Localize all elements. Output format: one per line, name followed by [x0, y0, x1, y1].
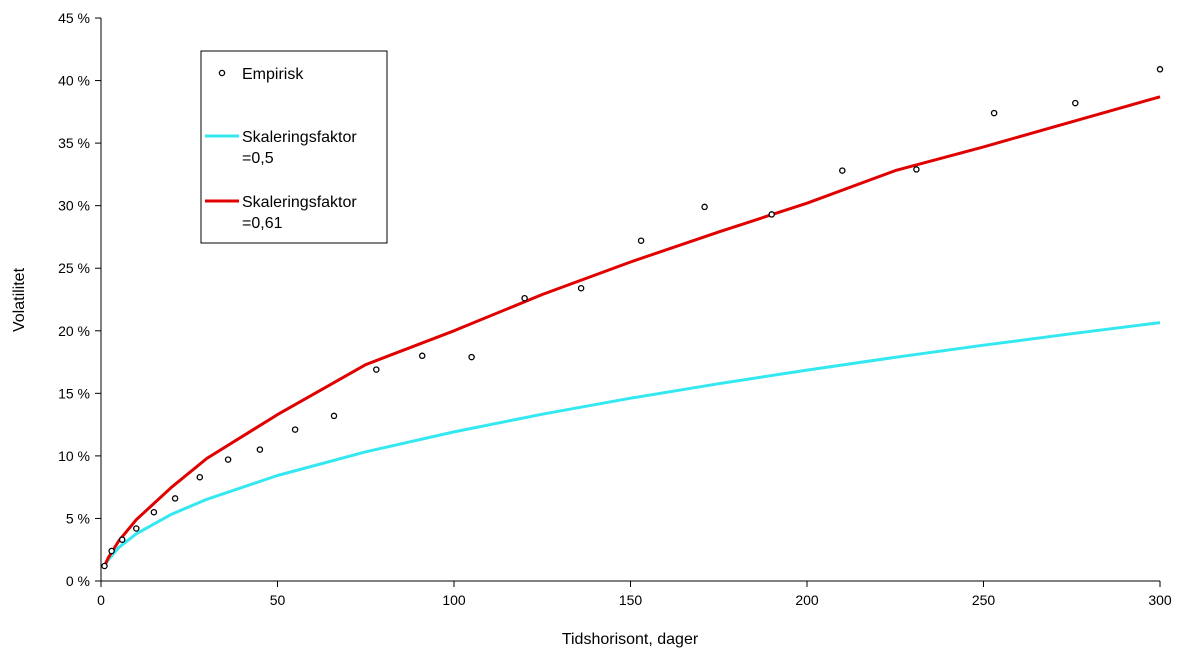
- data-point: [101, 562, 108, 570]
- y-tick-label: 25 %: [58, 260, 90, 276]
- data-point: [108, 547, 115, 555]
- plot-area: [101, 66, 1164, 570]
- x-tick-label: 300: [1148, 592, 1172, 608]
- data-point: [224, 456, 232, 463]
- legend-label: Empirisk: [242, 66, 304, 83]
- data-point: [330, 412, 338, 420]
- y-tick-label: 30 %: [58, 198, 90, 214]
- x-tick-label: 0: [97, 592, 105, 608]
- data-point: [256, 446, 264, 453]
- x-tick-label: 250: [972, 592, 996, 608]
- data-point: [133, 525, 140, 532]
- x-tick-label: 200: [795, 592, 819, 608]
- legend-marker: [218, 69, 226, 77]
- y-axis-title: Volatilitet: [11, 267, 28, 332]
- y-tick-label: 10 %: [58, 448, 90, 464]
- series-line-2: [103, 95, 1161, 567]
- data-point: [839, 167, 846, 174]
- axes: 0 % 5 % 10 % 15 % 20 % 25 % 30 % 35 % 40 % 45 % 0 5…: [58, 10, 1172, 608]
- data-point: [701, 203, 708, 211]
- legend: Empirisk Skaleringsfaktor =0,5 Skaleringsfa…: [200, 50, 388, 244]
- legend-label: Skaleringsfaktor: [242, 194, 357, 211]
- y-tick-label: 40 %: [58, 73, 90, 89]
- y-tick-label: 5 %: [66, 510, 90, 526]
- x-axis-title: Tidshorisont, dager: [562, 631, 699, 648]
- data-point: [118, 536, 126, 543]
- data-point: [1072, 99, 1079, 107]
- y-tick-label: 20 %: [58, 323, 90, 339]
- data-point: [1156, 66, 1164, 73]
- legend-label: =0,61: [242, 215, 283, 232]
- legend-box: [200, 50, 388, 244]
- data-point: [196, 473, 204, 481]
- legend-label: Skaleringsfaktor: [242, 129, 357, 146]
- y-tick-label: 0 %: [66, 573, 90, 589]
- data-point: [521, 294, 528, 302]
- data-point: [468, 353, 475, 361]
- x-tick-label: 100: [442, 592, 466, 608]
- data-point: [171, 495, 179, 502]
- data-point: [150, 508, 158, 516]
- data-point: [913, 166, 920, 173]
- y-tick-label: 15 %: [58, 385, 90, 401]
- x-tick-label: 150: [619, 592, 643, 608]
- data-point: [418, 352, 426, 360]
- x-tick-label: 50: [270, 592, 286, 608]
- data-point: [373, 366, 380, 373]
- data-point: [291, 426, 299, 433]
- series-line-1: [103, 321, 1161, 567]
- data-point: [768, 211, 775, 218]
- y-tick-label: 35 %: [58, 135, 90, 151]
- legend-label: =0,5: [242, 150, 274, 167]
- data-point: [577, 284, 585, 292]
- data-point: [990, 109, 998, 117]
- y-tick-label: 45 %: [58, 10, 90, 26]
- data-point: [637, 237, 645, 244]
